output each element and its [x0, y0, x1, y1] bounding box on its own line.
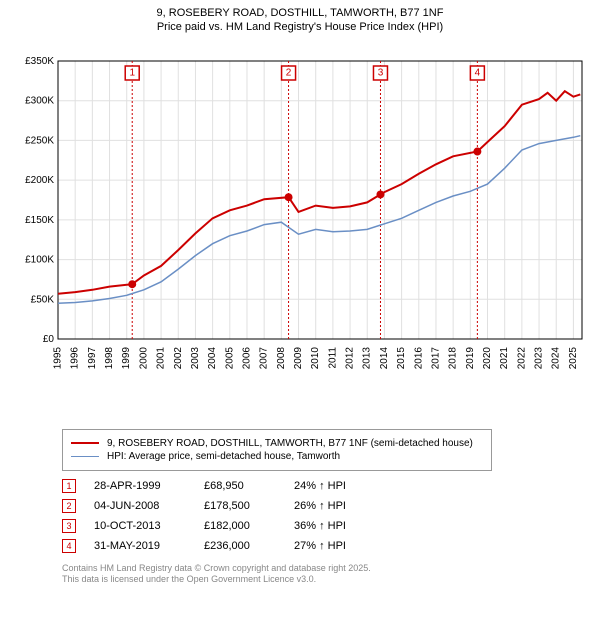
- event-row: 4 31-MAY-2019£236,00027% ↑ HPI: [62, 539, 590, 553]
- legend-item: 9, ROSEBERY ROAD, DOSTHILL, TAMWORTH, B7…: [71, 438, 483, 449]
- x-axis-label: 2025: [568, 346, 579, 369]
- event-price: £68,950: [204, 480, 294, 492]
- x-axis-label: 2016: [413, 346, 424, 369]
- sale-point: [473, 147, 481, 155]
- x-axis-label: 2011: [327, 346, 338, 368]
- footer-note: Contains HM Land Registry data © Crown c…: [62, 563, 590, 586]
- x-axis-label: 2013: [362, 346, 373, 369]
- x-axis-label: 2022: [516, 346, 527, 369]
- event-date: 04-JUN-2008: [94, 500, 204, 512]
- y-axis-label: £250K: [25, 135, 54, 146]
- event-marker-label: 4: [475, 67, 481, 78]
- event-price: £182,000: [204, 520, 294, 532]
- title-line-2: Price paid vs. HM Land Registry's House …: [10, 20, 590, 34]
- event-pct: 24% ↑ HPI: [294, 480, 394, 492]
- y-axis-label: £100K: [25, 254, 54, 265]
- x-axis-label: 1996: [70, 346, 81, 369]
- event-marker-label: 3: [378, 67, 384, 78]
- x-axis-label: 2005: [224, 346, 235, 369]
- event-date: 28-APR-1999: [94, 480, 204, 492]
- legend-label: HPI: Average price, semi-detached house,…: [107, 451, 340, 462]
- x-axis-label: 2007: [259, 346, 270, 369]
- x-axis-label: 2019: [465, 346, 476, 369]
- event-date: 31-MAY-2019: [94, 540, 204, 552]
- x-axis-label: 2009: [293, 346, 304, 369]
- legend-item: HPI: Average price, semi-detached house,…: [71, 451, 483, 462]
- x-axis-label: 2015: [396, 346, 407, 369]
- chart-area: £0 £50K £100K £150K £200K £250K £300K £350K 1995…: [10, 41, 590, 421]
- x-axis-label: 1998: [104, 346, 115, 369]
- x-axis-label: 2003: [190, 346, 201, 369]
- x-axis-label: 2001: [156, 346, 167, 369]
- event-index-box: 4: [62, 539, 76, 553]
- y-axis-label: £350K: [25, 56, 54, 67]
- x-axis-label: 2018: [448, 346, 459, 369]
- event-pct: 26% ↑ HPI: [294, 500, 394, 512]
- x-axis-label: 2014: [379, 346, 390, 369]
- legend-label: 9, ROSEBERY ROAD, DOSTHILL, TAMWORTH, B7…: [107, 438, 473, 449]
- x-axis-label: 2021: [499, 346, 510, 369]
- sale-point: [285, 193, 293, 201]
- sale-point: [128, 280, 136, 288]
- x-axis-label: 2024: [551, 346, 562, 369]
- x-axis-label: 1995: [53, 346, 64, 369]
- events-table: 1 28-APR-1999£68,95024% ↑ HPI 2 04-JUN-2008…: [62, 479, 590, 553]
- y-axis-label: £200K: [25, 175, 54, 186]
- x-axis-label: 2012: [345, 346, 356, 369]
- event-price: £236,000: [204, 540, 294, 552]
- y-axis-label: £300K: [25, 95, 54, 106]
- chart-title: 9, ROSEBERY ROAD, DOSTHILL, TAMWORTH, B7…: [10, 6, 590, 35]
- x-axis-label: 1999: [121, 346, 132, 369]
- x-axis-label: 2000: [138, 346, 149, 369]
- event-marker-label: 2: [286, 67, 292, 78]
- y-axis-label: £0: [43, 334, 55, 345]
- event-pct: 36% ↑ HPI: [294, 520, 394, 532]
- x-axis-label: 2002: [173, 346, 184, 369]
- footer-line-2: This data is licensed under the Open Gov…: [62, 574, 590, 586]
- y-axis-label: £150K: [25, 214, 54, 225]
- chart-container: 9, ROSEBERY ROAD, DOSTHILL, TAMWORTH, B7…: [0, 0, 600, 594]
- event-index-box: 3: [62, 519, 76, 533]
- event-index-box: 2: [62, 499, 76, 513]
- x-axis-label: 2020: [482, 346, 493, 369]
- x-axis-label: 2004: [207, 346, 218, 369]
- series-price_paid: [58, 91, 580, 294]
- x-axis-label: 2017: [430, 346, 441, 369]
- footer-line-1: Contains HM Land Registry data © Crown c…: [62, 563, 590, 575]
- event-row: 1 28-APR-1999£68,95024% ↑ HPI: [62, 479, 590, 493]
- event-price: £178,500: [204, 500, 294, 512]
- legend-swatch: [71, 442, 99, 444]
- x-axis-label: 2006: [241, 346, 252, 369]
- x-axis-label: 2010: [310, 346, 321, 369]
- x-axis-label: 2008: [276, 346, 287, 369]
- x-axis-label: 2023: [534, 346, 545, 369]
- event-date: 10-OCT-2013: [94, 520, 204, 532]
- legend-swatch: [71, 456, 99, 457]
- sale-point: [376, 190, 384, 198]
- x-axis-label: 1997: [87, 346, 98, 369]
- legend: 9, ROSEBERY ROAD, DOSTHILL, TAMWORTH, B7…: [62, 429, 492, 471]
- event-row: 3 10-OCT-2013£182,00036% ↑ HPI: [62, 519, 590, 533]
- event-pct: 27% ↑ HPI: [294, 540, 394, 552]
- event-marker-label: 1: [129, 67, 135, 78]
- line-chart-svg: £0 £50K £100K £150K £200K £250K £300K £350K 1995…: [10, 41, 590, 421]
- event-index-box: 1: [62, 479, 76, 493]
- title-line-1: 9, ROSEBERY ROAD, DOSTHILL, TAMWORTH, B7…: [10, 6, 590, 20]
- event-row: 2 04-JUN-2008£178,50026% ↑ HPI: [62, 499, 590, 513]
- y-axis-label: £50K: [31, 294, 55, 305]
